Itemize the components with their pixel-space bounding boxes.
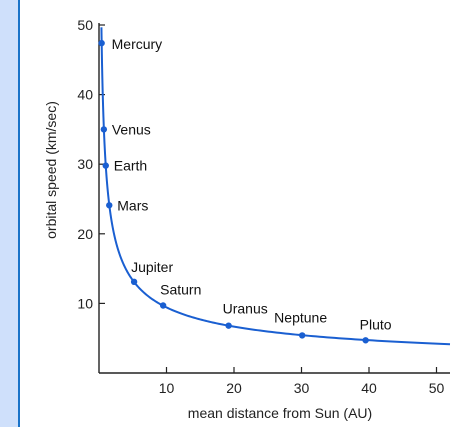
- label-earth: Earth: [114, 158, 147, 174]
- points-layer: Mercury Venus Earth Mars Jupiter Saturn Uranus…: [98, 36, 391, 343]
- x-tick-label: 20: [226, 380, 242, 396]
- label-saturn: Saturn: [160, 281, 201, 297]
- point-jupiter: [131, 279, 137, 285]
- y-tick-label: 30: [77, 156, 93, 172]
- label-uranus: Uranus: [223, 301, 268, 317]
- point-venus: [101, 126, 107, 132]
- y-axis-title: orbital speed (km/sec): [43, 101, 59, 239]
- point-neptune: [299, 332, 305, 338]
- point-earth: [103, 162, 109, 168]
- x-tick-label: 50: [429, 380, 445, 396]
- label-mercury: Mercury: [112, 36, 163, 52]
- point-pluto: [362, 337, 368, 343]
- point-mars: [106, 202, 112, 208]
- x-tick-label: 10: [159, 380, 175, 396]
- y-tick-label: 10: [77, 295, 93, 311]
- curve-layer: [101, 27, 450, 344]
- y-tick-label: 40: [77, 87, 93, 103]
- y-tick-label: 50: [77, 17, 93, 33]
- speed-curve: [101, 27, 450, 344]
- label-pluto: Pluto: [360, 316, 392, 332]
- point-uranus: [225, 322, 231, 328]
- point-saturn: [160, 302, 166, 308]
- x-tick-label: 40: [361, 380, 377, 396]
- chart-panel: 10 20 30 40 50 10 20 30 40 50 Mercury Venus Earth Ma…: [18, 0, 452, 427]
- x-axis-title: mean distance from Sun (AU): [188, 405, 372, 421]
- x-tick-label: 30: [294, 380, 310, 396]
- label-mars: Mars: [117, 197, 148, 213]
- y-tick-label: 20: [77, 226, 93, 242]
- label-venus: Venus: [112, 121, 151, 137]
- point-mercury: [98, 40, 104, 46]
- orbital-speed-chart: 10 20 30 40 50 10 20 30 40 50 Mercury Venus Earth Ma…: [20, 0, 452, 427]
- label-jupiter: Jupiter: [131, 259, 173, 275]
- label-neptune: Neptune: [274, 309, 327, 325]
